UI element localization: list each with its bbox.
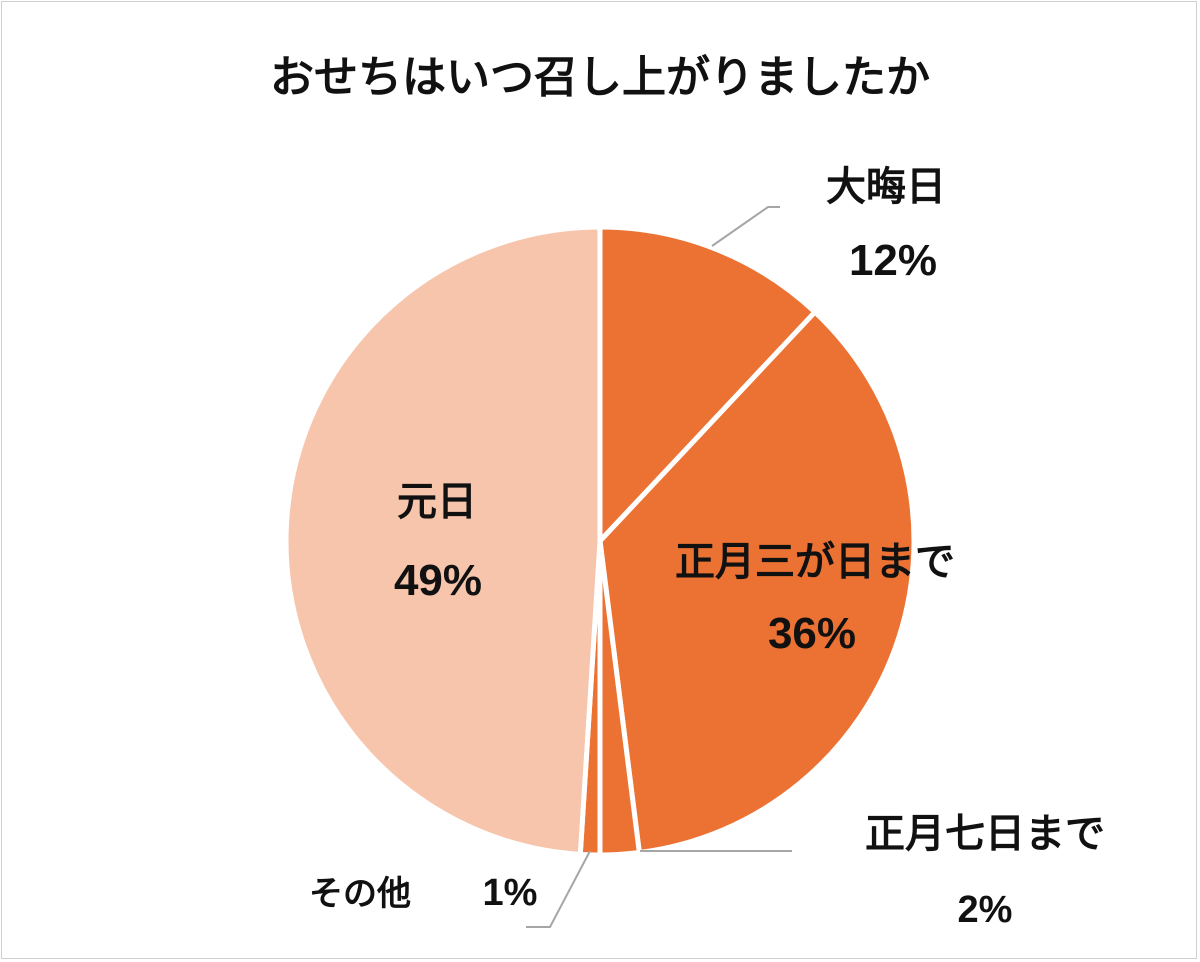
slice-value-omisoka: 12% [849,236,937,285]
pie-slice-sanganichi [597,309,917,856]
slice-label-ganjitsu: 元日 [397,479,477,525]
leader-line-sonota [526,850,591,928]
slice-value-sonota: 1% [483,872,538,914]
slice-value-ganjitsu: 49% [394,556,482,605]
pie-slice-ganjitsu [283,224,603,857]
slice-label-omisoka: 大晦日 [826,164,946,210]
pie-slice-omisoka [597,224,818,544]
slice-label-nanoka: 正月七日まで [865,811,1105,857]
slice-label-sonota: その他 [309,874,411,914]
leader-line-omisoka [711,206,780,247]
slice-value-nanoka: 2% [958,889,1013,931]
chart-title: おせちはいつ召し上がりましたか [270,52,930,103]
slice-label-sanganichi: 正月三が日まで [675,539,955,585]
slice-value-sanganichi: 36% [768,609,856,658]
pie-slices [283,224,917,858]
